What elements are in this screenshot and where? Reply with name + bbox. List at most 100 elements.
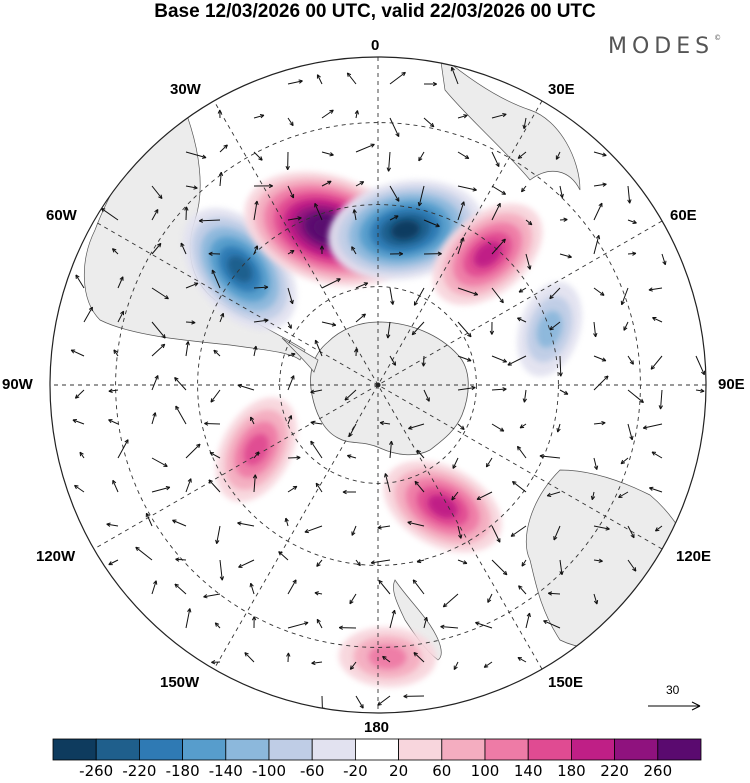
wind-arrow — [593, 457, 599, 470]
wind-arrow — [590, 491, 596, 501]
wind-arrow — [151, 457, 168, 467]
wind-arrow — [349, 593, 357, 605]
wind-arrow — [185, 320, 196, 325]
wind-arrow — [253, 114, 265, 119]
wind-arrow — [219, 559, 225, 581]
wind-arrow — [457, 355, 472, 362]
wind-arrow — [522, 117, 527, 130]
wind-arrow — [421, 355, 426, 367]
wind-arrow — [185, 282, 199, 289]
wind-arrow — [521, 559, 527, 567]
lon-label-60w: 60W — [46, 207, 77, 224]
colorbar-swatch — [398, 738, 443, 761]
wind-arrow — [491, 423, 505, 432]
wind-arrow — [491, 559, 508, 576]
wind-arrow — [215, 525, 221, 544]
wind-arrow — [593, 287, 605, 296]
wind-arrow — [556, 423, 561, 433]
lon-label-90w: 90W — [2, 376, 33, 393]
colorbar-tick-label: 180 — [557, 762, 586, 780]
wind-arrow — [214, 622, 221, 629]
wind-arrow — [151, 580, 158, 595]
wind-arrow — [620, 287, 629, 306]
land-africa — [439, 57, 581, 191]
wind-arrow — [287, 185, 295, 199]
wind-arrow — [287, 579, 297, 595]
wind-arrow — [286, 652, 291, 663]
wind-arrow — [287, 621, 309, 629]
wind-arrow — [151, 209, 159, 221]
land-antarctic-peninsula — [281, 337, 319, 373]
wind-arrow — [695, 388, 705, 393]
wind-arrow — [627, 559, 637, 572]
wind-arrow — [627, 525, 635, 539]
wind-arrow — [553, 525, 561, 541]
wind-arrow — [310, 420, 323, 426]
wind-arrow — [321, 321, 337, 327]
wind-arrow — [593, 202, 603, 221]
wind-arrow — [593, 375, 609, 391]
wind-arrow — [342, 489, 357, 495]
wind-arrow — [525, 219, 533, 226]
wind-arrow — [174, 583, 187, 595]
wind-arrow — [354, 110, 359, 119]
wind-arrow — [117, 310, 125, 323]
wind-arrow — [185, 151, 207, 159]
colorbar-swatch — [441, 738, 486, 761]
wind-arrow — [151, 343, 166, 357]
wind-arrow — [208, 251, 221, 256]
wind-arrow — [347, 454, 357, 459]
wind-arrow — [72, 418, 85, 425]
wind-arrow — [389, 609, 396, 629]
wind-arrow — [180, 242, 187, 255]
wind-arrow — [457, 385, 476, 391]
colorbar-swatch — [571, 738, 616, 761]
wind-arrow — [408, 423, 425, 430]
wind-arrow — [151, 321, 166, 339]
wind-arrow — [507, 355, 527, 366]
wind-arrow — [559, 217, 568, 222]
wind-arrow — [217, 109, 223, 119]
wind-arrow — [555, 151, 561, 160]
wind-arrow — [418, 151, 425, 162]
wind-arrow — [457, 114, 468, 119]
wind-arrow — [108, 419, 119, 425]
wind-arrow — [457, 185, 477, 192]
wind-arrow — [475, 621, 493, 629]
wind-arrow — [253, 151, 263, 161]
wind-arrow — [558, 355, 563, 377]
wind-arrow — [389, 71, 406, 85]
wind-arrow — [355, 143, 375, 153]
wind-arrow — [348, 423, 357, 438]
wind-arrow — [517, 151, 527, 159]
wind-arrow — [559, 253, 572, 259]
wind-arrow — [321, 278, 341, 289]
wind-arrow — [210, 389, 221, 403]
anomaly-contour — [427, 494, 458, 519]
colorbar-swatch — [268, 738, 313, 761]
wind-arrow — [593, 593, 599, 605]
lon-label-180: 180 — [364, 719, 390, 736]
wind-arrow — [511, 480, 527, 493]
wind-arrow — [416, 449, 425, 459]
colorbar — [52, 738, 702, 761]
lon-label-150w: 150W — [160, 674, 200, 691]
wind-arrow — [349, 661, 357, 670]
wind-arrow — [355, 181, 365, 187]
wind-arrow — [442, 593, 459, 608]
wind-arrow — [321, 180, 332, 187]
wind-arrow — [521, 185, 527, 193]
wind-arrow — [355, 559, 361, 567]
wind-arrow — [423, 117, 435, 128]
wind-arrow — [384, 473, 391, 493]
colorbar-swatch — [95, 738, 140, 761]
wind-arrow — [287, 415, 293, 425]
wind-arrow — [311, 660, 323, 666]
wind-arrow — [413, 287, 425, 306]
wind-arrow — [695, 355, 706, 376]
wind-arrow — [310, 389, 323, 394]
wind-arrow — [284, 517, 289, 527]
wind-arrow — [175, 405, 187, 425]
wind-arrow — [287, 455, 301, 460]
